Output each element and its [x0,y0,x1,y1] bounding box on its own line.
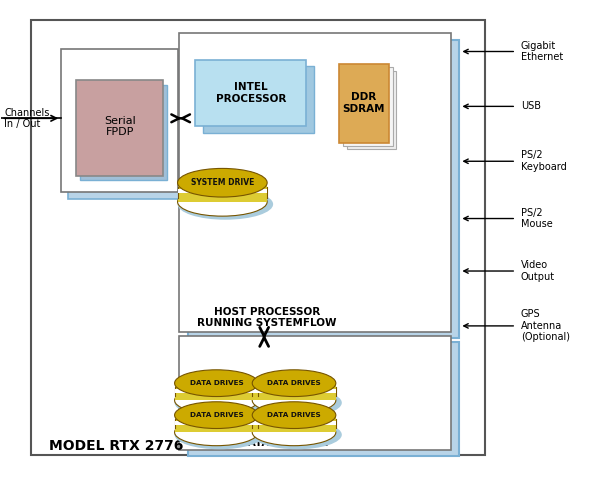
Bar [76,80,163,176]
Bar [61,49,178,192]
Bar [188,342,460,456]
Bar [196,60,306,126]
Bar [80,85,167,180]
Ellipse shape [175,388,264,417]
Bar [252,383,336,400]
Text: Channels
In / Out: Channels In / Out [4,108,50,129]
Ellipse shape [252,420,342,449]
Ellipse shape [252,388,342,417]
Bar [175,389,258,393]
Text: RAID DATA STORAGE: RAID DATA STORAGE [206,438,328,448]
Ellipse shape [178,168,267,197]
Text: MODEL RTX 2776: MODEL RTX 2776 [49,439,184,453]
Bar [252,421,336,425]
Ellipse shape [175,370,258,396]
Text: PS/2
Mouse: PS/2 Mouse [521,208,553,229]
Ellipse shape [175,420,264,449]
Bar [343,67,392,146]
Text: INTEL
PROCESSOR: INTEL PROCESSOR [215,82,286,104]
Bar [252,389,336,393]
Text: DATA DRIVES: DATA DRIVES [190,380,243,386]
Bar [31,21,485,455]
Bar [175,383,258,400]
Bar [340,64,389,143]
Ellipse shape [178,188,267,216]
Ellipse shape [252,370,336,396]
Ellipse shape [175,387,258,414]
Text: DATA DRIVES: DATA DRIVES [267,412,321,418]
Text: DDR
SDRAM: DDR SDRAM [343,92,385,114]
Ellipse shape [178,189,273,220]
Ellipse shape [252,387,336,414]
Bar [68,56,185,199]
Text: GPS
Antenna
(Optional): GPS Antenna (Optional) [521,309,570,343]
Bar [188,39,460,338]
Bar [203,66,314,132]
Text: DATA DRIVES: DATA DRIVES [267,380,321,386]
Text: Gigabit
Ethernet: Gigabit Ethernet [521,41,563,62]
Bar [179,336,451,450]
Text: HOST PROCESSOR
RUNNING SYSTEMFLOW: HOST PROCESSOR RUNNING SYSTEMFLOW [197,307,337,328]
Ellipse shape [175,402,258,429]
Text: PS/2
Keyboard: PS/2 Keyboard [521,150,567,172]
Ellipse shape [175,419,258,446]
Bar [175,421,258,425]
Bar [252,415,336,432]
Ellipse shape [252,402,336,429]
Text: DATA DRIVES: DATA DRIVES [190,412,243,418]
Text: Video
Output: Video Output [521,260,555,282]
Text: SYSTEM DRIVE: SYSTEM DRIVE [191,178,254,187]
Bar [178,189,267,193]
Bar [347,71,396,149]
Bar [178,183,267,202]
Text: USB: USB [521,101,541,111]
Text: Serial
FPDP: Serial FPDP [104,116,136,137]
Ellipse shape [252,419,336,446]
Bar [175,415,258,432]
Bar [179,34,451,332]
